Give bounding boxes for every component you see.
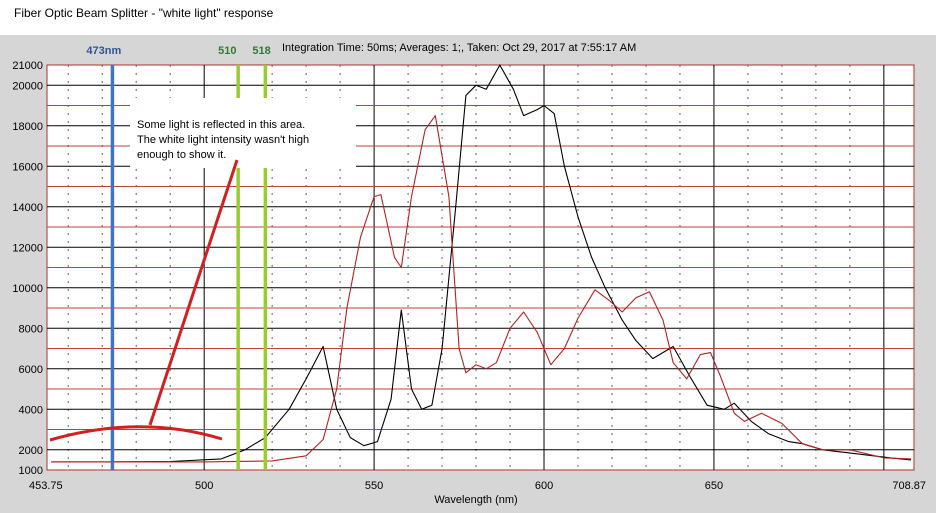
x-tick-label: 453.75 <box>29 480 63 492</box>
y-tick-label: 6000 <box>19 364 43 376</box>
series-line-1 <box>51 64 912 463</box>
marker-label-3: 518 <box>252 45 270 57</box>
window-title: Fiber Optic Beam Splitter - "white light… <box>14 6 274 20</box>
y-tick-label: 16000 <box>12 161 43 173</box>
annotation-text-line: The white light intensity wasn't high <box>137 134 309 146</box>
marker-label-1: 473nm <box>86 45 121 57</box>
y-tick-label: 2000 <box>19 445 43 457</box>
annotation-text-line: Some light is reflected in this area. <box>137 119 305 131</box>
y-tick-label: 18000 <box>12 121 43 133</box>
x-tick-label: 600 <box>535 480 553 492</box>
series-group <box>51 64 912 463</box>
marker-label-2: 510 <box>218 45 236 57</box>
x-axis-title: Wavelength (nm) <box>434 494 517 506</box>
y-tick-label: 4000 <box>19 404 43 416</box>
y-tick-label: 20000 <box>12 80 43 92</box>
annotation-bracket <box>49 425 223 442</box>
annotation-arrow <box>148 159 239 426</box>
annotation-text-line: enough to show it. <box>137 149 226 161</box>
integration-info: Integration Time: 50ms; Averages: 1;, Ta… <box>282 42 636 54</box>
y-axis-labels: 1000 2000 4000 6000 8000 10000 12000 14000 16000… <box>12 60 43 477</box>
x-tick-label: 650 <box>705 480 723 492</box>
x-tick-label: 708.87 <box>892 480 926 492</box>
y-tick-label: 8000 <box>19 323 43 335</box>
y-tick-label: 10000 <box>12 283 43 295</box>
x-tick-label: 500 <box>195 480 213 492</box>
annotation-box <box>130 98 356 168</box>
x-axis-labels: 453.75 500 550 600 650 708.87 <box>29 480 926 492</box>
annotation-group: Some light is reflected in this area. The… <box>49 98 356 442</box>
series-line-2 <box>51 115 912 463</box>
y-tick-label: 12000 <box>12 242 43 254</box>
x-tick-label: 550 <box>365 480 383 492</box>
y-tick-label: 1000 <box>19 465 43 477</box>
y-tick-label: 21000 <box>12 60 43 72</box>
y-tick-label: 14000 <box>12 202 43 214</box>
